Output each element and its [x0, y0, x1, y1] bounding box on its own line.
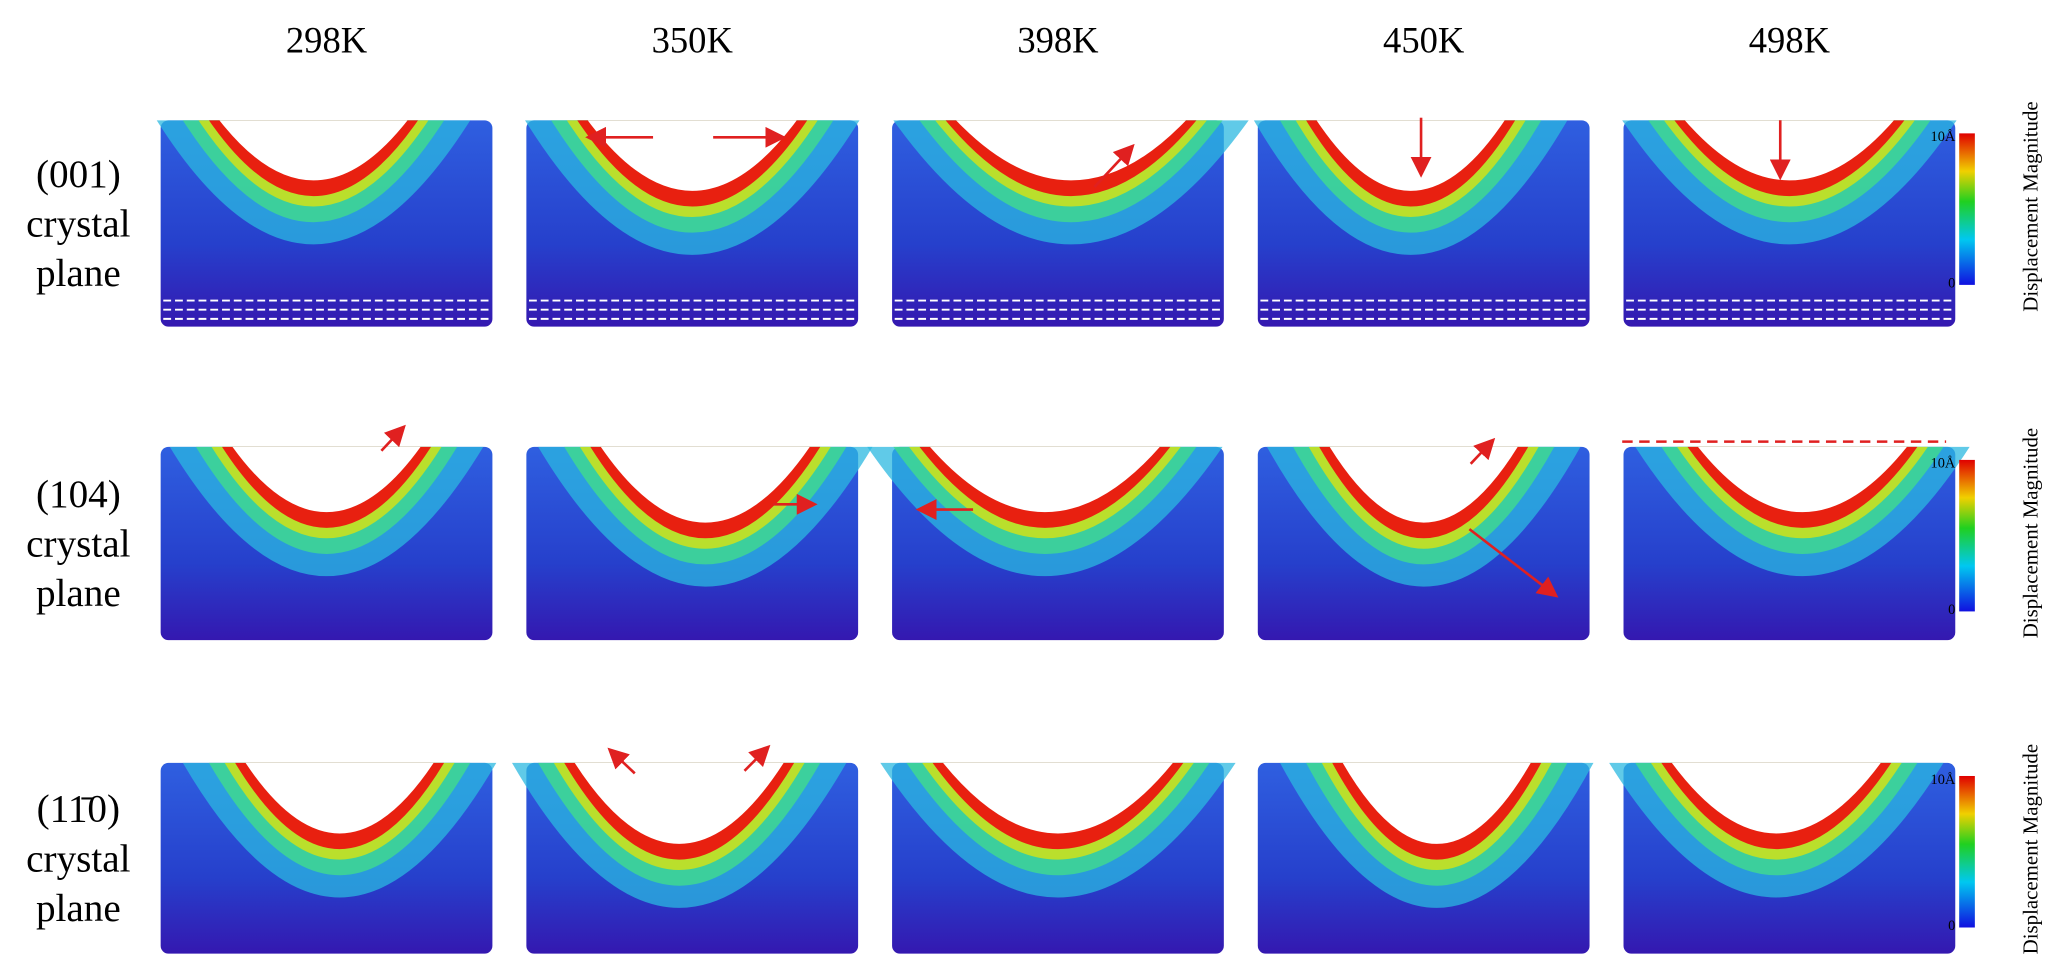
- colorbar-max: 10Å: [1931, 129, 1956, 145]
- row-label: crystal: [26, 203, 131, 246]
- displacement-zone: [219, 120, 408, 181]
- md-panel: [1257, 762, 1594, 954]
- displacement-zone: [574, 762, 784, 844]
- md-panel: [160, 762, 497, 954]
- displacement-zone: [600, 446, 810, 523]
- annotation-arrow: [1469, 437, 1496, 465]
- colorbar-title: Displacement Magnitude: [2019, 101, 2043, 311]
- md-panel: [156, 120, 493, 327]
- md-panel: [160, 446, 493, 641]
- displacement-zone: [1671, 762, 1881, 834]
- md-panel: [525, 120, 860, 327]
- md-panel: [1609, 762, 1956, 954]
- displacement-zone: [245, 762, 434, 834]
- row-label: crystal: [26, 837, 131, 880]
- displacement-zone: [1316, 120, 1505, 191]
- displacement-zone: [943, 762, 1173, 834]
- md-panel: [526, 446, 873, 641]
- colorbar-min: 0: [1948, 275, 1955, 291]
- colorbar-min: 0: [1948, 602, 1955, 618]
- md-panel: [867, 446, 1224, 641]
- annotation-arrow: [1093, 143, 1135, 188]
- colorbar: [1959, 133, 1975, 285]
- colorbar-title: Displacement Magnitude: [2019, 744, 2043, 954]
- column-header: 398K: [1017, 19, 1099, 60]
- row-label: plane: [36, 887, 121, 930]
- row-label: crystal: [26, 523, 131, 566]
- colorbar-title: Displacement Magnitude: [2019, 428, 2043, 638]
- displacement-zone: [1697, 446, 1907, 513]
- displacement-zone: [232, 446, 421, 513]
- displacement-zone: [1329, 446, 1518, 523]
- md-panel: [512, 762, 859, 954]
- md-panel: [1622, 120, 1957, 327]
- colorbar-min: 0: [1948, 918, 1955, 934]
- column-header: 350K: [652, 19, 734, 60]
- annotation-arrow: [1468, 528, 1559, 598]
- annotation-arrow: [743, 744, 771, 772]
- row-label: (11̄0): [37, 788, 120, 831]
- md-panel: [892, 120, 1249, 327]
- row-label: plane: [36, 572, 121, 615]
- row-label: (104): [36, 473, 121, 516]
- md-panel: [1623, 446, 1970, 641]
- md-panel: [880, 762, 1236, 954]
- row-label: plane: [36, 252, 121, 295]
- column-header: 450K: [1383, 19, 1465, 60]
- colorbar-max: 10Å: [1931, 456, 1956, 472]
- md-panel: [1257, 446, 1590, 641]
- column-header: 298K: [286, 19, 368, 60]
- displacement-zone: [1684, 120, 1894, 181]
- md-panel: [1253, 120, 1590, 327]
- colorbar: [1959, 775, 1975, 928]
- displacement-zone: [1342, 762, 1531, 844]
- column-header: 498K: [1749, 19, 1831, 60]
- annotation-arrow: [380, 424, 406, 452]
- colorbar-max: 10Å: [1931, 772, 1956, 788]
- displacement-zone: [929, 446, 1160, 513]
- row-label: (001): [36, 153, 121, 196]
- annotation-arrow: [607, 747, 636, 775]
- colorbar: [1959, 459, 1975, 612]
